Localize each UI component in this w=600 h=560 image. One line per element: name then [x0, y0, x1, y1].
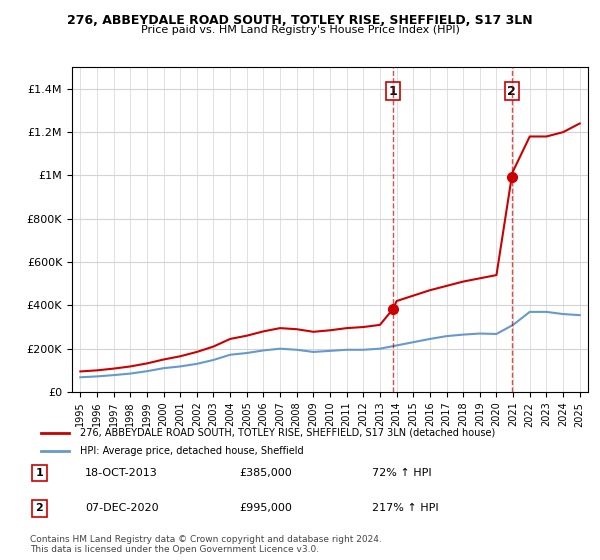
Text: 276, ABBEYDALE ROAD SOUTH, TOTLEY RISE, SHEFFIELD, S17 3LN: 276, ABBEYDALE ROAD SOUTH, TOTLEY RISE, …	[67, 14, 533, 27]
Text: 217% ↑ HPI: 217% ↑ HPI	[372, 503, 439, 513]
Text: £995,000: £995,000	[240, 503, 293, 513]
Text: 72% ↑ HPI: 72% ↑ HPI	[372, 468, 432, 478]
Text: HPI: Average price, detached house, Sheffield: HPI: Average price, detached house, Shef…	[80, 446, 304, 456]
Text: 2: 2	[508, 85, 516, 97]
Text: £385,000: £385,000	[240, 468, 293, 478]
Text: Price paid vs. HM Land Registry's House Price Index (HPI): Price paid vs. HM Land Registry's House …	[140, 25, 460, 35]
Text: 07-DEC-2020: 07-DEC-2020	[85, 503, 159, 513]
Text: Contains HM Land Registry data © Crown copyright and database right 2024.
This d: Contains HM Land Registry data © Crown c…	[30, 535, 382, 554]
Text: 1: 1	[35, 468, 43, 478]
Text: 18-OCT-2013: 18-OCT-2013	[85, 468, 158, 478]
Text: 1: 1	[389, 85, 398, 97]
Text: 2: 2	[35, 503, 43, 513]
Text: 276, ABBEYDALE ROAD SOUTH, TOTLEY RISE, SHEFFIELD, S17 3LN (detached house): 276, ABBEYDALE ROAD SOUTH, TOTLEY RISE, …	[80, 428, 495, 437]
